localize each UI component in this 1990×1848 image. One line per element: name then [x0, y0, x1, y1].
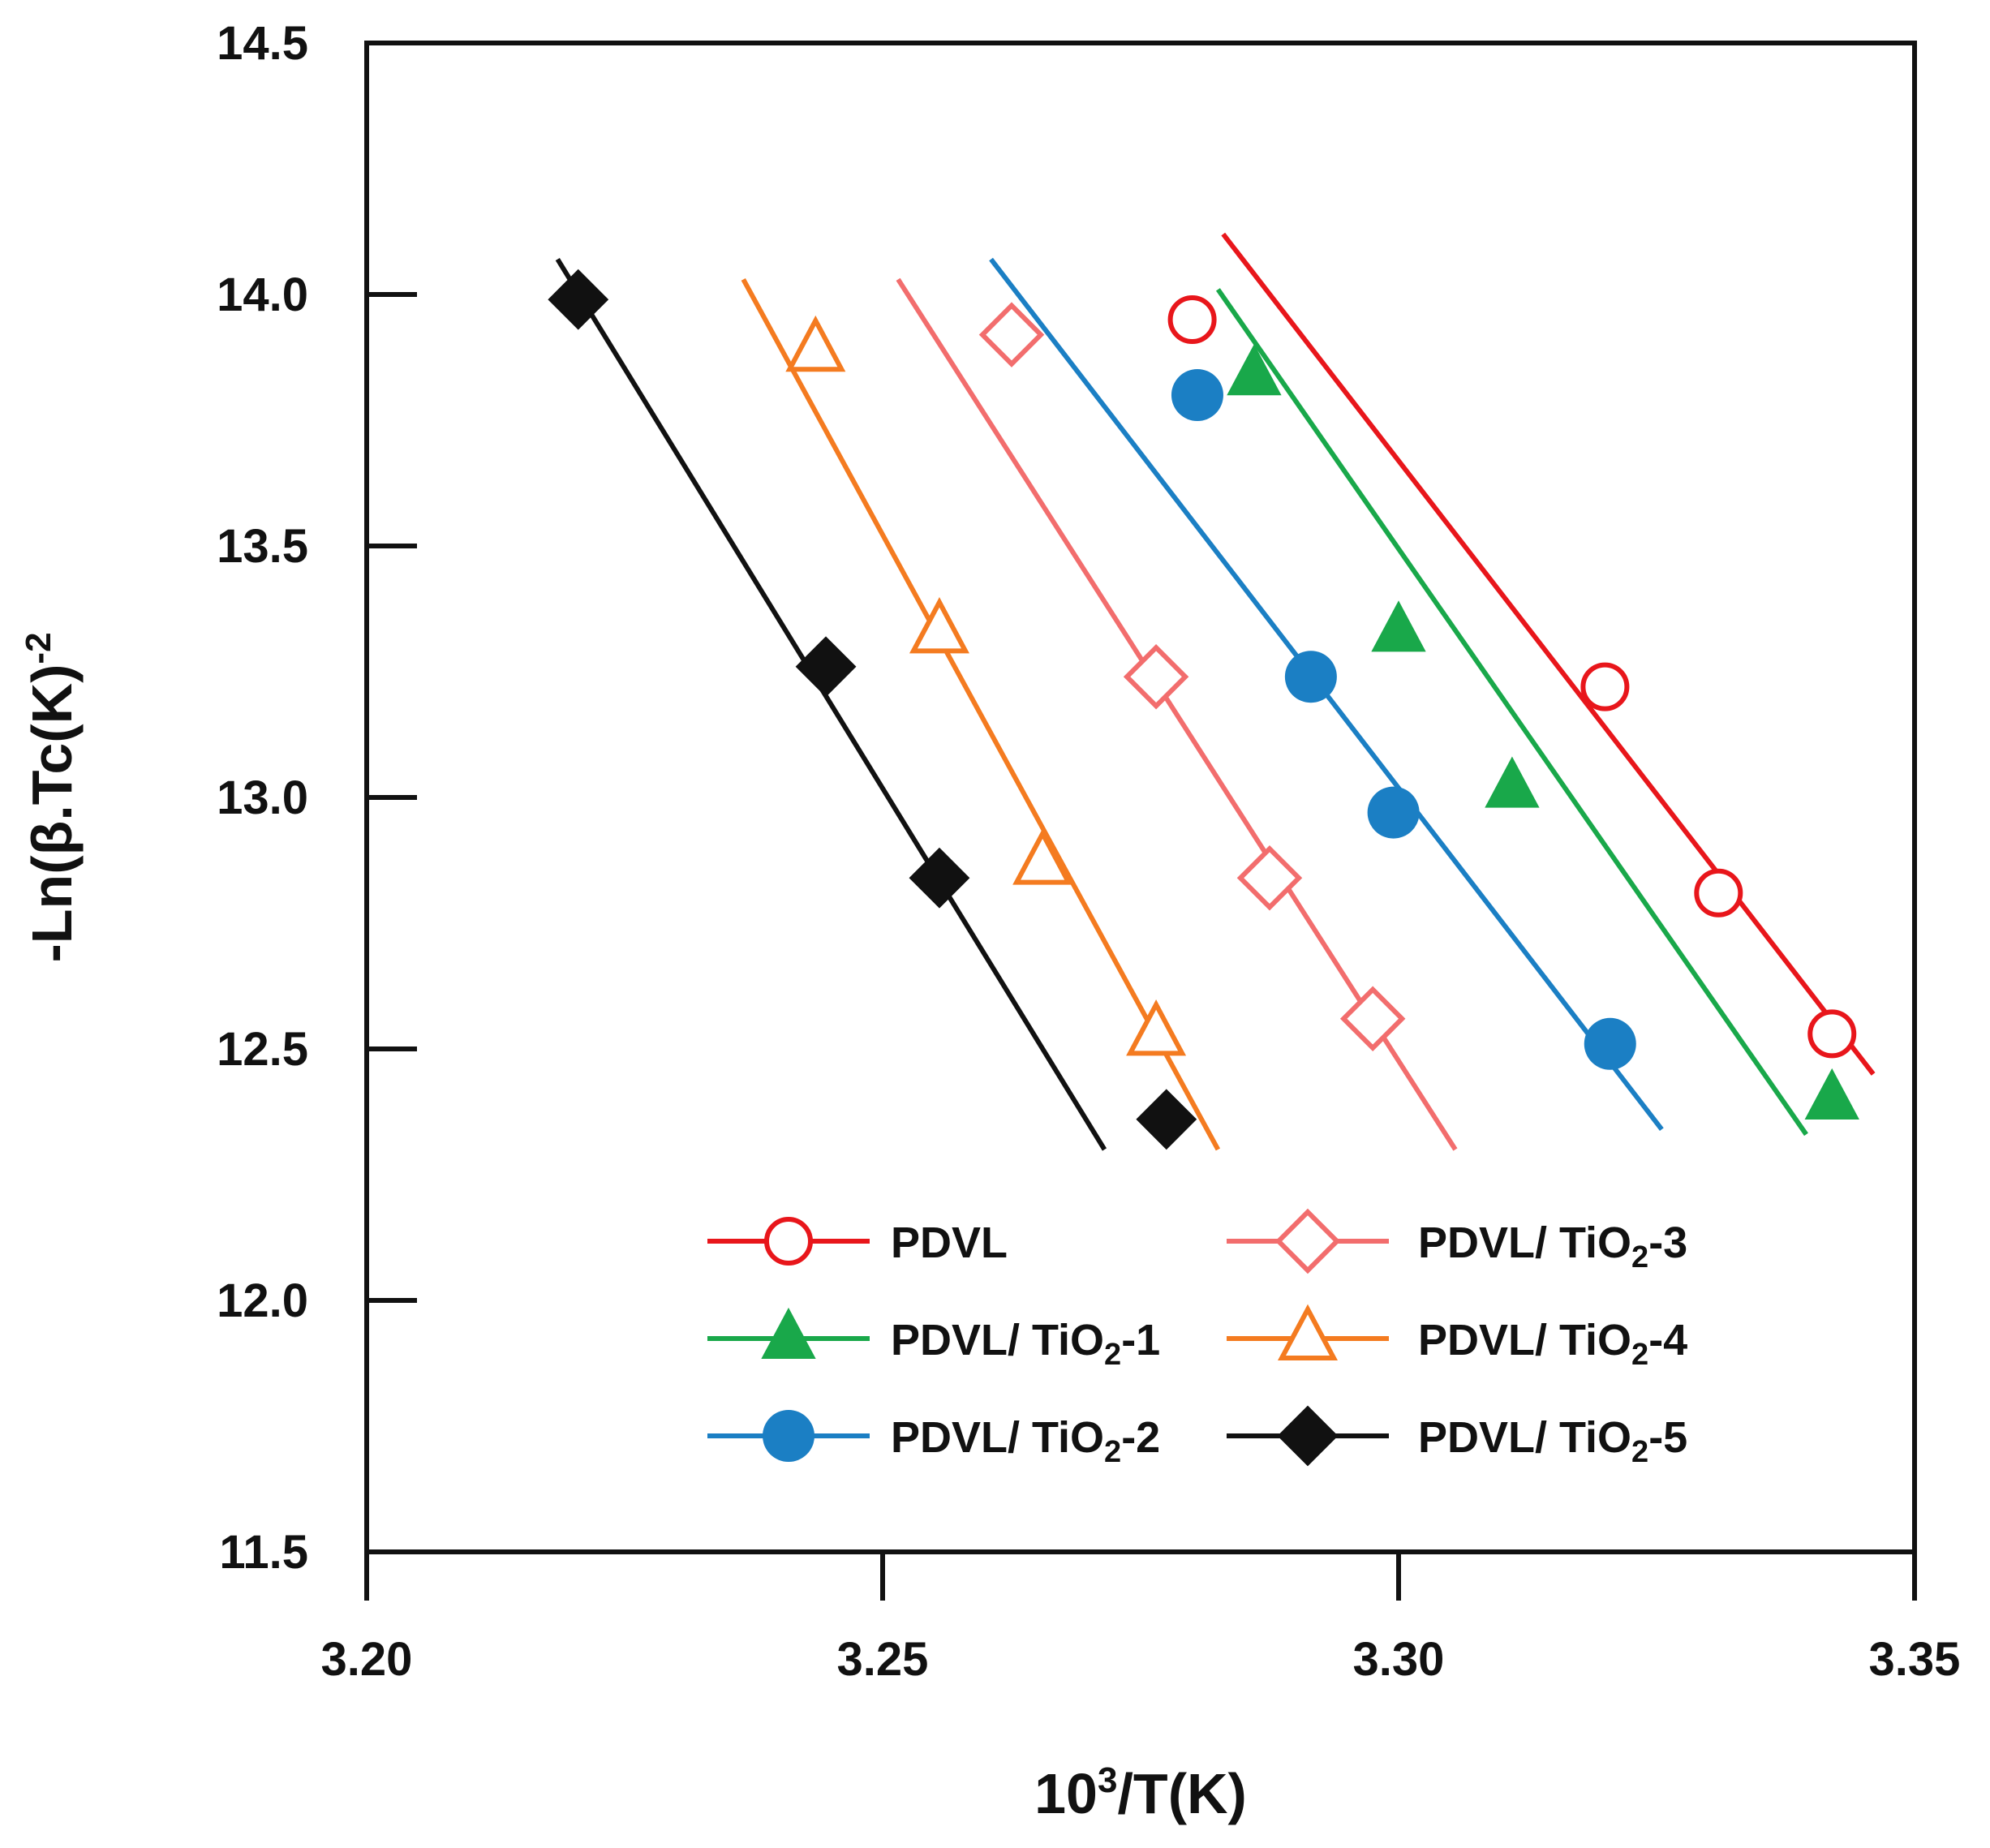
- data-point-series-1: [1807, 1009, 1857, 1059]
- y-tick-label: 13.0: [217, 771, 308, 824]
- x-tick-label: 3.35: [1869, 1633, 1961, 1686]
- x-tick-label: 3.25: [837, 1633, 929, 1686]
- legend-item-1: PDVL: [707, 1217, 1008, 1267]
- data-point-series-3: [1584, 1017, 1636, 1070]
- data-markers: [548, 269, 1859, 1150]
- data-point-series-2: [1485, 756, 1540, 808]
- data-point-series-3: [1284, 651, 1337, 703]
- x-axis-title: 103/T(K): [1034, 1760, 1247, 1825]
- legend-label: PDVL/ TiO2-4: [1418, 1316, 1687, 1372]
- x-tick-label: 3.20: [321, 1633, 413, 1686]
- legend-label: PDVL/ TiO2-5: [1418, 1413, 1687, 1469]
- y-tick-label: 14.0: [217, 269, 308, 321]
- data-point-series-6: [909, 847, 970, 909]
- fit-lines: [555, 232, 1876, 1151]
- data-point-series-2: [1227, 344, 1282, 396]
- legend-swatch-marker: [764, 1217, 813, 1266]
- fit-line-6: [555, 258, 1107, 1151]
- y-tick-label: 13.5: [217, 520, 308, 573]
- data-point-series-4: [1236, 844, 1303, 911]
- data-point-series-2: [1804, 1068, 1859, 1120]
- data-point-series-2: [1371, 600, 1426, 652]
- fit-line-2: [1215, 288, 1808, 1137]
- legend-swatch-marker: [761, 1307, 816, 1359]
- data-point-series-6: [795, 636, 857, 698]
- legend-item-2: PDVL/ TiO2-1: [707, 1307, 1160, 1372]
- fit-line-1: [1221, 232, 1876, 1076]
- x-axis-ticks: 3.20 3.25 3.30 3.35: [321, 1552, 1961, 1686]
- y-tick-label: 11.5: [219, 1526, 308, 1579]
- legend-label: PDVL/ TiO2-3: [1418, 1218, 1687, 1274]
- data-point-series-5: [1126, 999, 1187, 1056]
- legend-item-4: PDVL/ TiO2-3: [1227, 1208, 1687, 1274]
- data-point-series-1: [1694, 868, 1743, 918]
- y-axis-title: -Ln(β.Tc(K)-2: [19, 632, 84, 962]
- data-point-series-1: [1580, 662, 1630, 711]
- y-axis-ticks: 11.5 12.0 12.5 13.0 13.5 14.0 14.5: [217, 17, 417, 1579]
- legend-label: PDVL: [891, 1218, 1008, 1267]
- legend-swatch-marker: [763, 1410, 814, 1462]
- legend-swatch-marker: [1274, 1208, 1341, 1274]
- data-point-series-1: [1167, 295, 1217, 344]
- data-point-series-4: [1339, 986, 1406, 1052]
- legend-swatch-marker: [1278, 1304, 1338, 1360]
- y-tick-label: 12.0: [217, 1274, 308, 1327]
- legend-item-6: PDVL/ TiO2-5: [1227, 1405, 1687, 1469]
- data-point-series-4: [1123, 643, 1189, 710]
- y-tick-label: 12.5: [217, 1023, 308, 1076]
- data-point-series-5: [785, 315, 846, 372]
- legend-label: PDVL/ TiO2-1: [891, 1316, 1160, 1372]
- legend-swatch-marker: [1277, 1405, 1339, 1467]
- data-point-series-5: [1012, 828, 1073, 885]
- data-point-series-5: [909, 597, 969, 654]
- data-point-series-4: [978, 302, 1045, 367]
- legend: PDVL PDVL/ TiO2-1 PDVL/ TiO2-2 PDVL/ TiO2-3…: [707, 1208, 1687, 1469]
- legend-item-3: PDVL/ TiO2-2: [707, 1410, 1160, 1469]
- legend-item-5: PDVL/ TiO2-4: [1227, 1304, 1687, 1372]
- y-tick-label: 14.5: [217, 17, 308, 70]
- data-point-series-3: [1171, 369, 1223, 421]
- legend-label: PDVL/ TiO2-2: [891, 1413, 1160, 1469]
- data-point-series-6: [1136, 1089, 1197, 1150]
- data-point-series-3: [1367, 786, 1420, 839]
- x-tick-label: 3.30: [1353, 1633, 1445, 1686]
- data-point-series-6: [548, 269, 609, 330]
- fit-line-5: [741, 277, 1221, 1151]
